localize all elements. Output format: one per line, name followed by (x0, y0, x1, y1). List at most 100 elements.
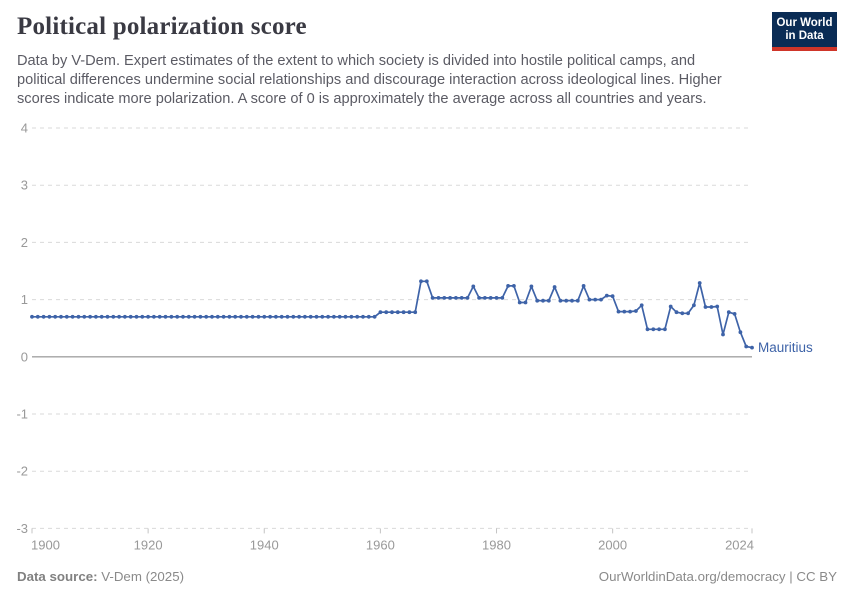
series-point[interactable] (152, 314, 156, 319)
series-point[interactable] (668, 304, 673, 309)
series-point[interactable] (424, 279, 429, 284)
series-point[interactable] (297, 314, 301, 319)
series-point[interactable] (140, 314, 145, 319)
series-point[interactable] (384, 310, 389, 315)
series-point[interactable] (517, 300, 522, 305)
series-point[interactable] (732, 312, 737, 316)
series-label[interactable]: Mauritius (758, 340, 813, 355)
series-point[interactable] (564, 298, 569, 303)
series-point[interactable] (738, 330, 743, 335)
series-point[interactable] (366, 314, 371, 319)
series-point[interactable] (593, 297, 598, 302)
series-point[interactable] (709, 305, 714, 309)
series-point[interactable] (686, 311, 690, 316)
series-point[interactable] (268, 314, 272, 319)
series-point[interactable] (355, 314, 360, 319)
series-point[interactable] (378, 310, 383, 315)
series-point[interactable] (448, 296, 452, 300)
series-point[interactable] (674, 310, 679, 315)
series-point[interactable] (372, 314, 377, 319)
series-point[interactable] (41, 314, 46, 319)
series-point[interactable] (94, 314, 98, 319)
series-point[interactable] (750, 345, 754, 350)
series-point[interactable] (279, 314, 284, 319)
series-point[interactable] (256, 314, 261, 319)
series-point[interactable] (721, 332, 725, 337)
series-point[interactable] (361, 314, 365, 319)
series-point[interactable] (82, 314, 87, 319)
series-point[interactable] (442, 296, 447, 300)
series-point[interactable] (390, 310, 394, 315)
series-point[interactable] (599, 297, 603, 302)
series-point[interactable] (308, 314, 313, 319)
series-point[interactable] (227, 314, 232, 319)
series-point[interactable] (30, 314, 34, 319)
series-point[interactable] (215, 314, 220, 319)
series-point[interactable] (146, 314, 151, 319)
series-point[interactable] (105, 314, 110, 319)
series-point[interactable] (459, 296, 464, 300)
series-point[interactable] (604, 293, 609, 298)
series-point[interactable] (99, 314, 104, 319)
series-point[interactable] (506, 284, 510, 288)
series-point[interactable] (726, 310, 731, 315)
series-point[interactable] (541, 298, 545, 303)
series-point[interactable] (291, 314, 296, 319)
series-point[interactable] (471, 284, 476, 289)
series-point[interactable] (663, 327, 667, 332)
series-point[interactable] (529, 284, 534, 289)
series-point[interactable] (430, 296, 435, 300)
series-point[interactable] (395, 310, 400, 315)
series-point[interactable] (175, 314, 180, 319)
series-point[interactable] (134, 314, 139, 319)
series-point[interactable] (349, 314, 354, 319)
series-point[interactable] (314, 314, 319, 319)
series-point[interactable] (198, 314, 203, 319)
series-point[interactable] (337, 314, 342, 319)
series-point[interactable] (117, 314, 121, 319)
series-point[interactable] (413, 310, 418, 315)
series-point[interactable] (186, 314, 191, 319)
series-point[interactable] (181, 314, 185, 319)
series-point[interactable] (575, 298, 580, 303)
series-point[interactable] (477, 296, 481, 300)
series-point[interactable] (436, 296, 441, 300)
series-point[interactable] (500, 296, 505, 300)
series-point[interactable] (616, 309, 621, 314)
series-point[interactable] (111, 314, 116, 319)
owid-logo[interactable]: Our World in Data (772, 12, 837, 51)
series-point[interactable] (244, 314, 249, 319)
series-point[interactable] (645, 327, 650, 332)
series-point[interactable] (274, 314, 278, 319)
series-point[interactable] (53, 314, 58, 319)
series-point[interactable] (233, 314, 238, 319)
series-point[interactable] (262, 314, 267, 319)
series-point[interactable] (587, 297, 592, 302)
series-point[interactable] (64, 314, 69, 319)
series-point[interactable] (157, 314, 162, 319)
series-point[interactable] (715, 304, 720, 309)
series-point[interactable] (123, 314, 127, 319)
series-point[interactable] (76, 314, 81, 319)
series-point[interactable] (744, 344, 749, 349)
series-point[interactable] (680, 311, 685, 316)
series-point[interactable] (535, 298, 540, 303)
series-point[interactable] (454, 296, 458, 300)
series-point[interactable] (546, 298, 551, 303)
series-point[interactable] (634, 309, 638, 313)
series-point[interactable] (465, 296, 470, 300)
series-point[interactable] (128, 314, 133, 319)
series-point[interactable] (204, 314, 209, 319)
series-point[interactable] (169, 314, 174, 319)
series-point[interactable] (610, 294, 615, 299)
series-point[interactable] (622, 309, 627, 314)
series-point[interactable] (570, 298, 574, 303)
series-point[interactable] (239, 314, 243, 319)
series-point[interactable] (320, 314, 325, 319)
series-point[interactable] (558, 298, 563, 303)
series-point[interactable] (512, 284, 516, 288)
series-point[interactable] (250, 314, 255, 319)
series-point[interactable] (639, 303, 644, 308)
series-point[interactable] (332, 314, 336, 319)
series-point[interactable] (326, 314, 330, 319)
